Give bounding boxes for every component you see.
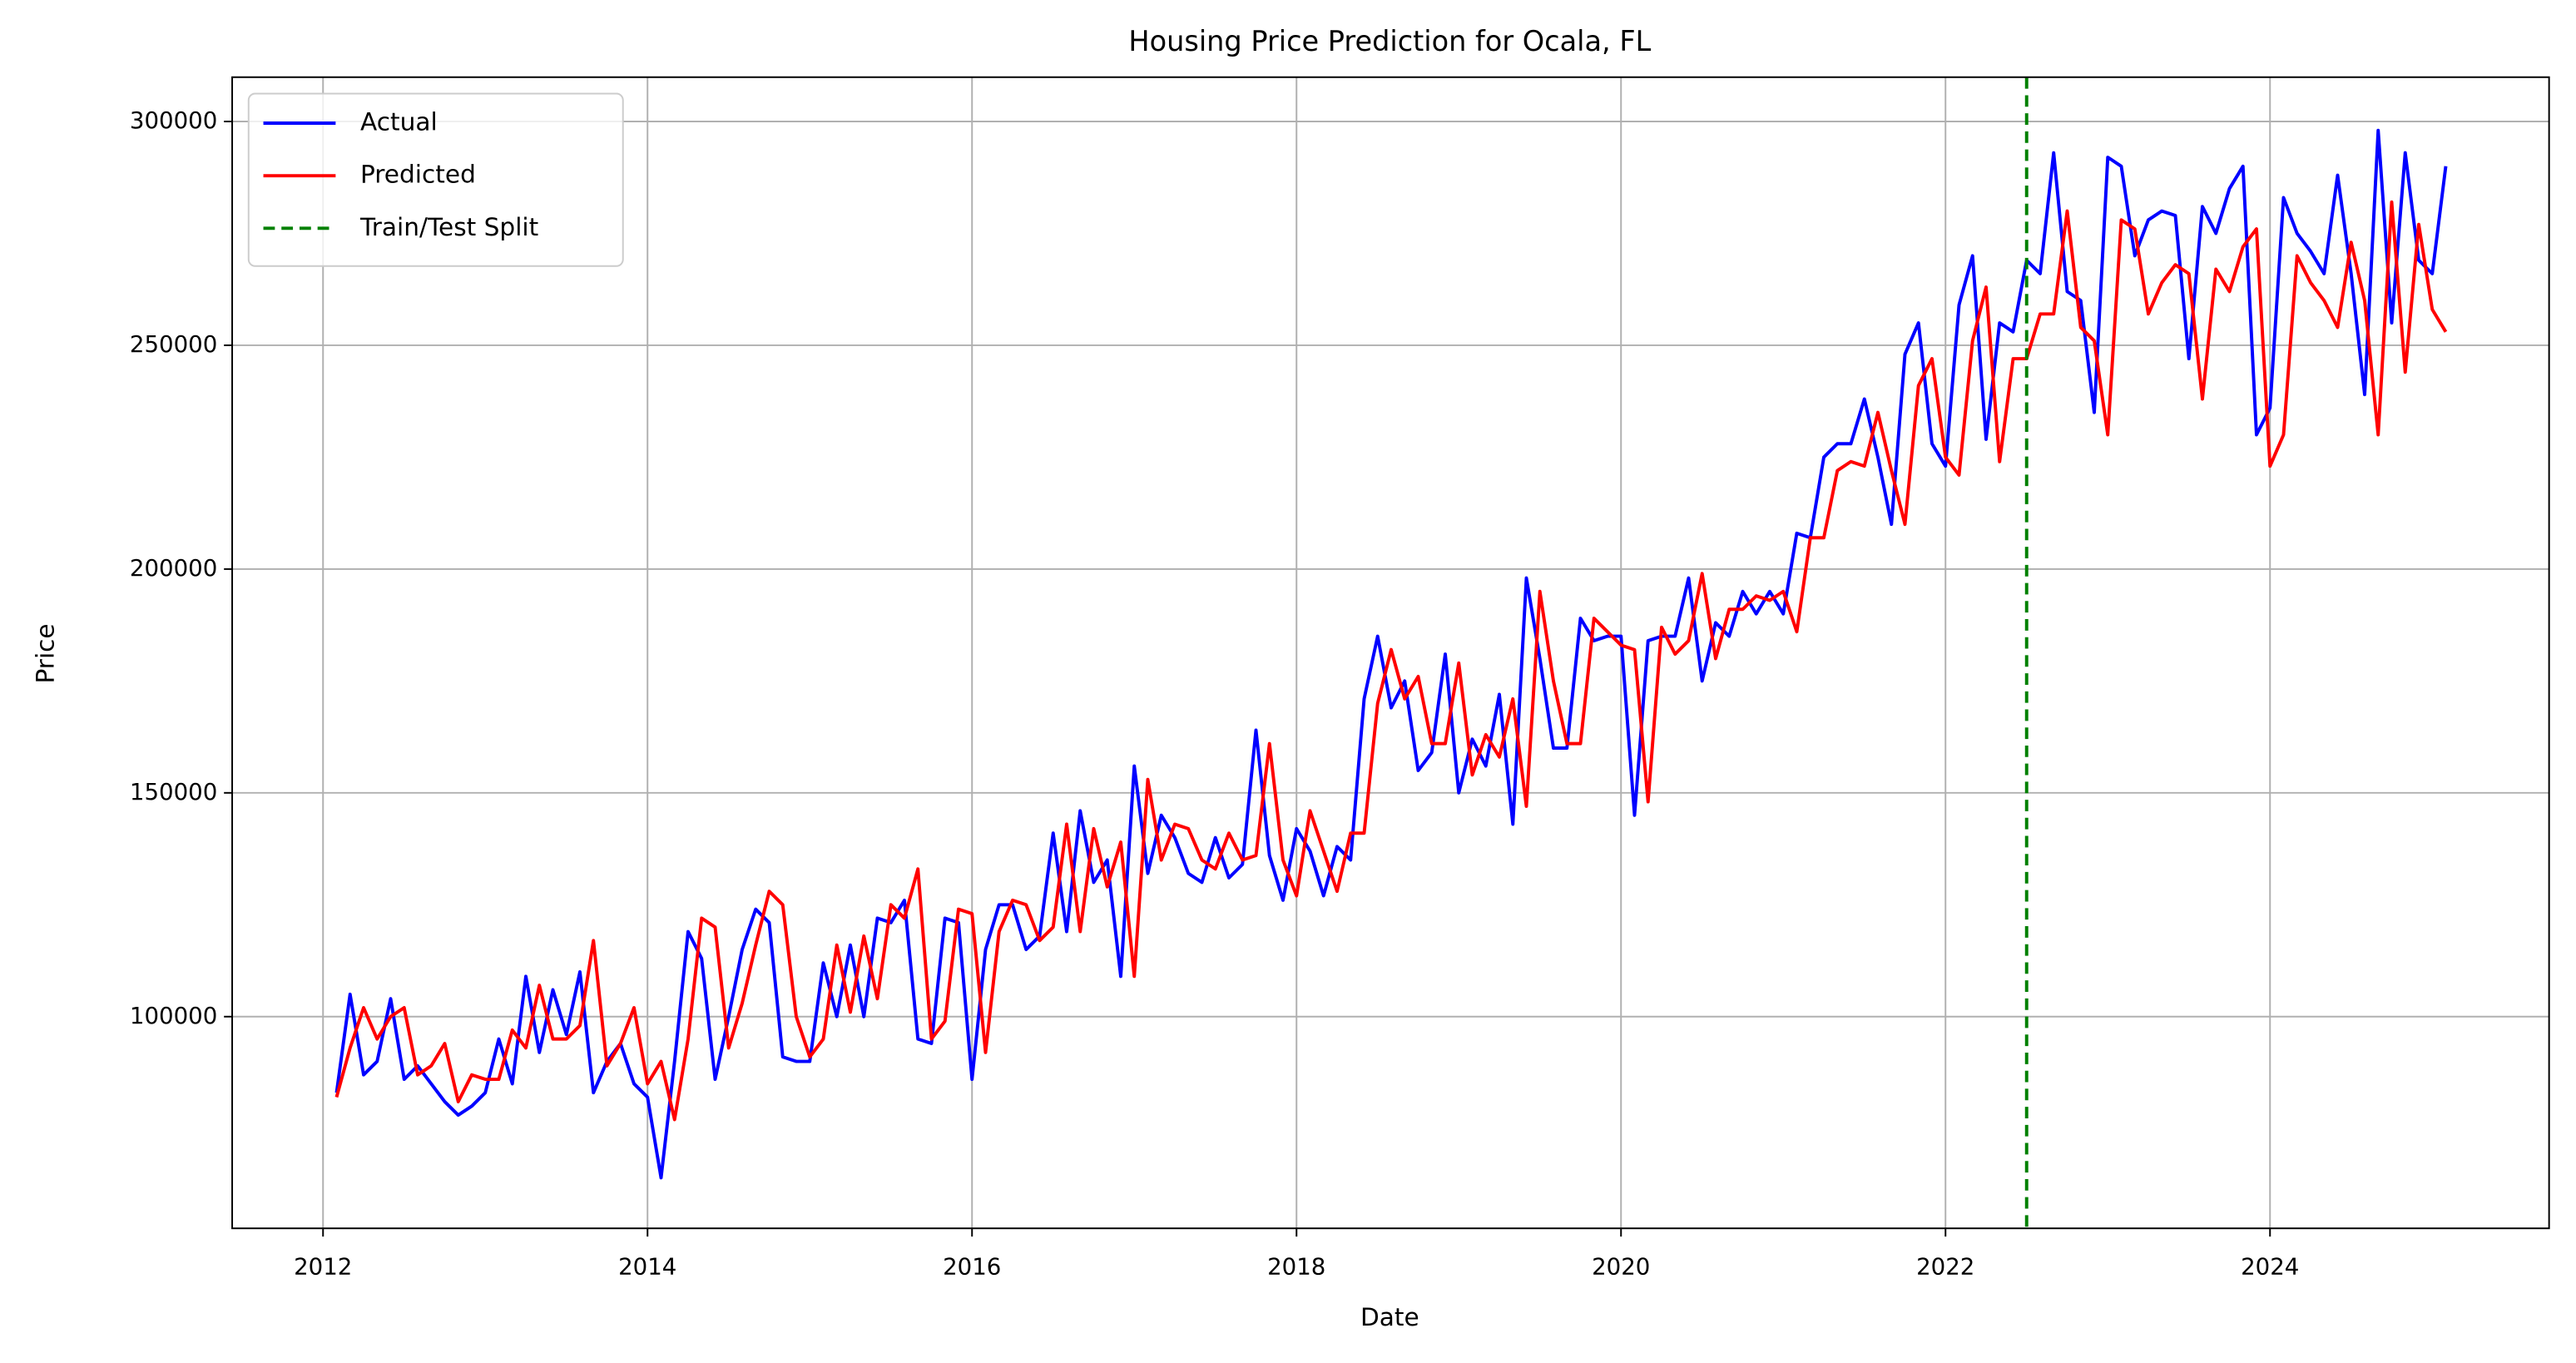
y-tick-label: 100000 [130,1002,217,1029]
x-tick-label: 2024 [2241,1253,2299,1281]
series-line [334,200,2448,1122]
legend-label: Train/Test Split [359,213,538,241]
legend: Actual Predicted Train/Test Split [247,92,624,267]
legend-label: Predicted [360,161,476,189]
x-tick-label: 2018 [1267,1253,1325,1281]
y-tick-label: 200000 [130,554,217,582]
x-tick-label: 2014 [618,1253,676,1281]
x-tick-label: 2020 [1592,1253,1650,1281]
y-axis-label: Price [32,623,60,683]
y-tick-label: 300000 [130,107,217,134]
x-tick-label: 2022 [1916,1253,1974,1281]
legend-label: Actual [360,108,438,136]
series-line [334,128,2448,1180]
y-tick-label: 150000 [130,778,217,805]
x-tick-label: 2012 [294,1253,352,1281]
y-tick-label: 250000 [130,330,217,358]
x-tick-label: 2016 [943,1253,1001,1281]
plot-frame [231,76,2550,1230]
legend-box [247,92,624,267]
x-axis-label: Date [1360,1303,1419,1331]
chart-title: Housing Price Prediction for Ocala, FL [1128,25,1651,57]
